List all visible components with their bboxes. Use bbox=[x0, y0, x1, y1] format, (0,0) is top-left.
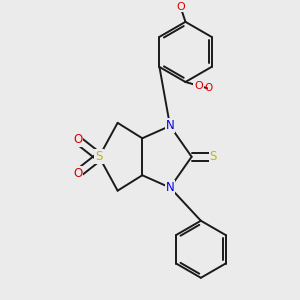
Text: O: O bbox=[73, 133, 82, 146]
Text: O: O bbox=[176, 2, 185, 12]
Text: N: N bbox=[166, 119, 174, 132]
Text: S: S bbox=[209, 150, 217, 163]
Text: S: S bbox=[95, 150, 103, 163]
Text: N: N bbox=[166, 181, 174, 194]
Text: O: O bbox=[73, 167, 82, 180]
Text: O: O bbox=[205, 83, 213, 93]
Text: O: O bbox=[194, 81, 203, 91]
